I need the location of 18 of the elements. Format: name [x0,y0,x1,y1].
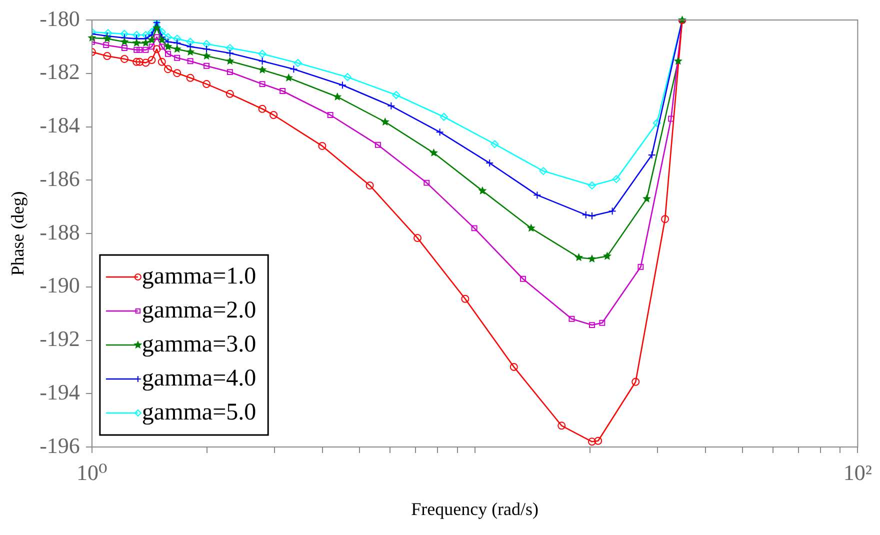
legend-label: gamma=2.0 [142,297,256,324]
x-tick-label: 10² [843,460,872,485]
y-tick-label: -184 [40,112,80,138]
x-tick-label: 10⁰ [76,460,108,485]
y-tick-label: -180 [40,6,80,31]
y-tick-label: -190 [40,272,80,298]
y-axis-title: Phase (deg) [8,191,28,276]
legend-label: gamma=4.0 [142,365,256,392]
x-axis-title: Frequency (rad/s) [411,498,539,519]
y-tick-label: -188 [40,219,80,244]
y-tick-label: -192 [40,326,80,352]
y-tick-label: -194 [40,379,80,404]
legend-label: gamma=5.0 [142,399,256,426]
y-tick-label: -186 [40,166,80,191]
legend-label: gamma=3.0 [142,331,256,358]
y-tick-label: -196 [40,432,80,458]
y-tick-label: -182 [40,59,80,84]
legend-label: gamma=1.0 [142,263,256,290]
